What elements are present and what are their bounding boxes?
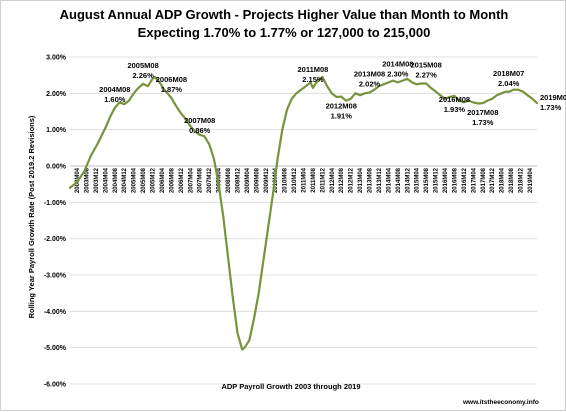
annotation-value: 1.91% (331, 112, 353, 121)
x-tick-label: 2011M04 (302, 167, 308, 192)
chart-title-line2: Expecting 1.70% to 1.77% or 127,000 to 2… (138, 25, 431, 40)
annotation-label: 2013M08 (354, 70, 385, 79)
x-tick-label: 2014M08 (396, 167, 402, 193)
annotation-label: 2019M07 (540, 93, 566, 102)
y-axis-title: Rolling Year Payroll Growth Rate (Post 2… (27, 115, 36, 318)
annotation-label: 2004M08 (99, 85, 130, 94)
y-tick-label: -2.00% (44, 236, 67, 243)
y-tick-label: -5.00% (44, 345, 67, 352)
annotation-value: 2.04% (498, 79, 520, 88)
x-tick-label: 2010M12 (292, 167, 298, 193)
annotation-label: 2014M08 (382, 59, 413, 68)
annotation-value: 1.60% (104, 95, 126, 104)
x-tick-label: 2006M04 (160, 167, 166, 193)
x-tick-label: 2014M04 (386, 167, 392, 193)
x-tick-label: 2005M12 (151, 167, 157, 193)
x-tick-label: 2016M12 (462, 167, 468, 193)
x-tick-label: 2016M08 (452, 167, 458, 193)
x-tick-label: 2006M12 (179, 167, 185, 193)
y-tick-label: 2.00% (46, 91, 67, 98)
annotation-value: 2.15% (302, 75, 324, 84)
annotation-value: 2.27% (416, 71, 438, 80)
y-tick-label: -4.00% (44, 309, 67, 316)
x-tick-label: 2016M04 (443, 167, 449, 193)
x-tick-label: 2005M08 (141, 167, 147, 193)
annotation-value: 2.26% (132, 71, 154, 80)
x-tick-label: 2014M12 (405, 167, 411, 193)
annotation-label: 2007M08 (184, 116, 215, 125)
x-tick-label: 2017M08 (481, 167, 487, 193)
x-tick-label: 2011M12 (320, 167, 326, 192)
y-tick-label: -3.00% (44, 273, 67, 280)
x-tick-label: 2010M04 (273, 167, 279, 193)
annotation-label: 2017M08 (467, 108, 498, 117)
x-tick-label: 2015M04 (415, 167, 421, 193)
y-tick-label: -6.00% (44, 382, 67, 389)
annotation-value: 1.73% (472, 118, 494, 127)
annotation-value: 2.02% (359, 80, 381, 89)
annotation-value: 1.87% (161, 85, 183, 94)
annotation-value: 1.73% (540, 103, 562, 112)
annotation-label: 2011M08 (297, 65, 328, 74)
y-tick-label: 1.00% (46, 127, 67, 134)
x-tick-label: 2012M12 (349, 167, 355, 193)
x-axis-ticks: 2003M04 2003M08 2003M12 2004M04 2004M08 2004M… (75, 167, 534, 193)
x-tick-label: 2004M12 (122, 167, 128, 193)
x-tick-label: 2004M04 (103, 167, 109, 193)
x-tick-label: 2009M12 (264, 167, 270, 193)
x-tick-label: 2009M04 (245, 167, 251, 193)
y-axis-ticks: -6.00% -5.00% -4.00% -3.00% -2.00% -1.00% 0.00… (44, 55, 67, 389)
y-tick-label: -1.00% (44, 200, 67, 207)
credit-text: www.itstheeconomy.info (462, 399, 539, 406)
x-tick-label: 2007M12 (207, 167, 213, 193)
x-tick-label: 2008M08 (226, 167, 232, 193)
x-tick-label: 2007M04 (188, 167, 194, 193)
x-tick-label: 2007M08 (198, 167, 204, 193)
x-tick-label: 2013M08 (368, 167, 374, 193)
y-tick-label: 0.00% (46, 164, 67, 171)
annotation-value: 2.30% (387, 69, 409, 78)
x-tick-label: 2003M12 (94, 167, 100, 193)
series-layer (68, 75, 539, 351)
x-tick-label: 2012M04 (330, 167, 336, 193)
annotation-value: 0.86% (189, 126, 211, 135)
chart-title-line1: August Annual ADP Growth - Projects High… (60, 7, 509, 22)
x-tick-label: 2005M04 (132, 167, 138, 193)
x-tick-label: 2012M08 (339, 167, 345, 193)
annotation-value: 1.93% (444, 105, 466, 114)
annotation-label: 2005M08 (127, 61, 158, 70)
annotation-label: 2012M08 (326, 102, 357, 111)
y-tick-label: 3.00% (46, 55, 67, 62)
series-line (68, 75, 539, 351)
x-tick-label: 2018M12 (518, 167, 524, 193)
x-tick-label: 2010M08 (283, 167, 289, 193)
x-tick-label: 2018M08 (509, 167, 515, 193)
x-tick-label: 2009M08 (254, 167, 260, 193)
x-tick-label: 2003M08 (85, 167, 91, 193)
x-tick-label: 2013M04 (358, 167, 364, 193)
x-tick-label: 2017M04 (471, 167, 477, 193)
x-tick-label: 2018M04 (500, 167, 506, 193)
gridlines (70, 56, 537, 385)
x-tick-label: 2011M08 (311, 167, 317, 192)
x-tick-label: 2004M08 (113, 167, 119, 193)
annotation-label: 2015M08 (411, 61, 442, 70)
x-tick-label: 2017M12 (490, 167, 496, 193)
annotation-label: 2016M08 (439, 95, 470, 104)
x-tick-label: 2008M12 (235, 167, 241, 193)
x-axis-title: ADP Payroll Growth 2003 through 2019 (221, 382, 360, 391)
x-tick-label: 2008M04 (217, 167, 223, 193)
annotation-label: 2006M08 (156, 75, 187, 84)
x-tick-label: 2013M12 (377, 167, 383, 193)
x-tick-label: 2019M04 (528, 167, 534, 193)
annotation-label: 2018M07 (493, 69, 524, 78)
x-tick-label: 2015M08 (424, 167, 430, 193)
x-tick-label: 2006M08 (169, 167, 175, 193)
x-tick-label: 2015M12 (434, 167, 440, 193)
